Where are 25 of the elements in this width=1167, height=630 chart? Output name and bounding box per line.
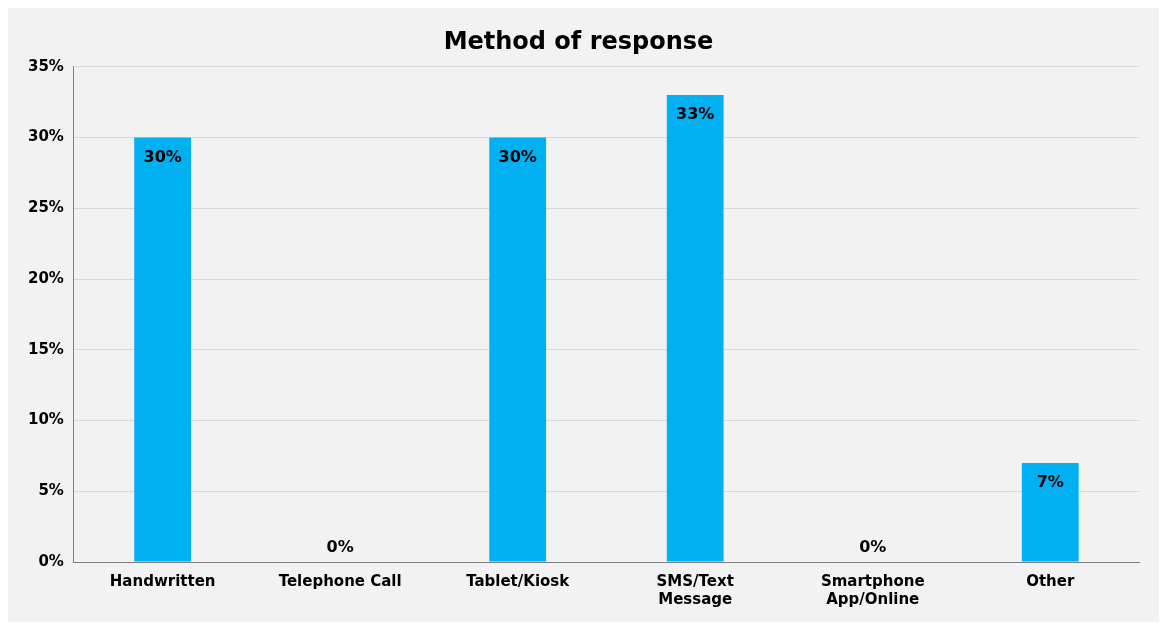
- x-tick-label: Handwritten: [109, 571, 216, 590]
- y-tick-label: 30%: [28, 127, 64, 146]
- x-tick-label: SMS/Text Message: [656, 571, 734, 608]
- data-label: 0%: [326, 537, 354, 557]
- bar: [134, 137, 192, 562]
- y-tick-label: 15%: [28, 339, 64, 358]
- y-tick-label: 35%: [28, 56, 64, 75]
- x-tick-label: Other: [1026, 571, 1075, 590]
- x-tick-label: Smartphone App/Online: [820, 571, 925, 608]
- data-label: 30%: [143, 146, 182, 166]
- x-tick-label: Telephone Call: [278, 571, 402, 590]
- y-tick-label: 5%: [38, 481, 64, 500]
- data-label: 30%: [498, 146, 537, 166]
- bar: [489, 137, 547, 562]
- y-tick-label: 0%: [38, 551, 64, 570]
- x-tick-label: Tablet/Kiosk: [466, 571, 571, 590]
- data-label: 0%: [859, 537, 887, 557]
- y-tick-label: 25%: [28, 198, 64, 217]
- bar: [666, 95, 724, 562]
- bar: [1021, 462, 1079, 562]
- y-tick-label: 20%: [28, 268, 64, 287]
- data-label: 33%: [676, 104, 715, 124]
- y-tick-label: 10%: [28, 410, 64, 429]
- data-label: 7%: [1036, 472, 1064, 492]
- chart-title: Method of response: [443, 26, 714, 55]
